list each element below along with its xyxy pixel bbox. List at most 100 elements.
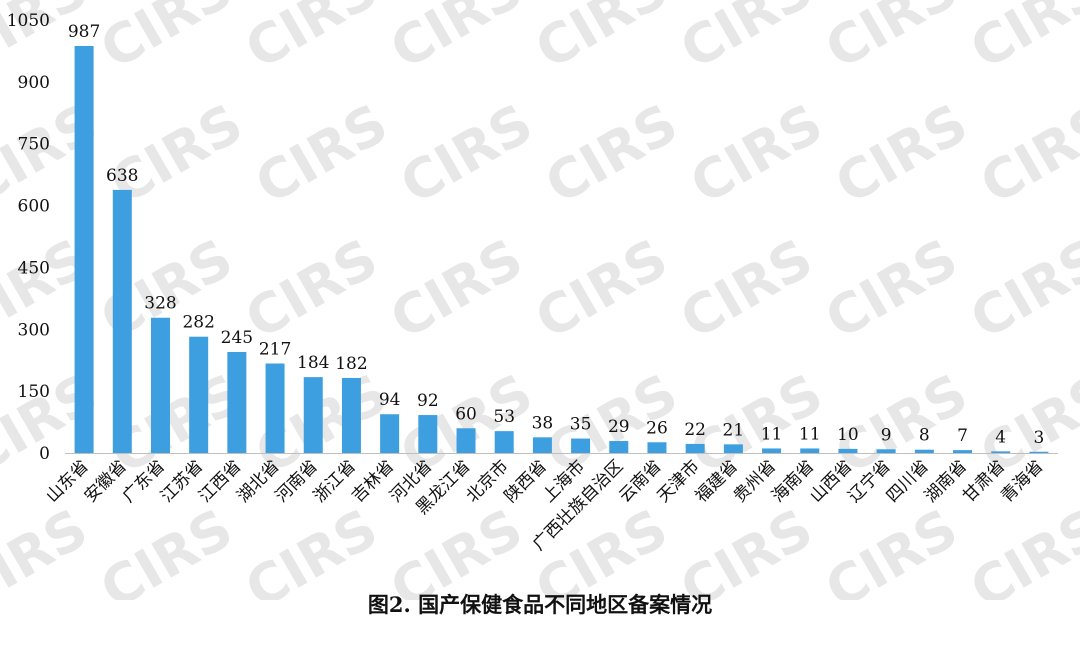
data-label: 9 — [881, 425, 892, 445]
data-label: 7 — [957, 426, 968, 446]
data-label: 11 — [761, 424, 783, 444]
watermark-text: CIRS — [815, 0, 968, 81]
data-label: 53 — [493, 407, 515, 427]
watermark-text: CIRS — [235, 0, 388, 81]
watermark-text: CIRS — [970, 92, 1080, 217]
watermark-text: CIRS — [245, 92, 398, 217]
data-label: 217 — [259, 340, 291, 360]
y-tick-label: 0 — [39, 444, 50, 464]
watermark-text: CIRS — [525, 227, 678, 352]
y-tick-label: 450 — [18, 258, 50, 278]
bar — [532, 437, 552, 453]
x-tick-label: 江西省 — [195, 456, 245, 506]
bar — [456, 428, 476, 453]
bar — [1029, 451, 1049, 453]
bar — [838, 448, 858, 453]
bars — [74, 45, 1049, 454]
data-label: 328 — [144, 294, 176, 314]
bar — [494, 431, 514, 453]
data-label: 35 — [570, 415, 592, 435]
bar — [762, 448, 782, 453]
y-tick-label: 900 — [18, 73, 50, 93]
data-label: 8 — [919, 426, 930, 446]
watermark-text: CIRS — [380, 227, 533, 352]
watermark-text: CIRS — [670, 497, 823, 600]
data-label: 29 — [608, 417, 630, 437]
data-label: 10 — [837, 425, 859, 445]
bar — [112, 189, 132, 454]
data-label: 11 — [799, 424, 821, 444]
x-tick-label: 天津市 — [654, 456, 704, 506]
watermark-text: CIRS — [680, 92, 833, 217]
data-label: 638 — [106, 166, 138, 186]
data-label: 184 — [297, 353, 329, 373]
watermark-text: CIRS — [670, 227, 823, 352]
watermark-text: CIRS — [0, 497, 98, 600]
watermark-text: CIRS — [525, 0, 678, 81]
watermark-text: CIRS — [815, 497, 968, 600]
watermark-text: CIRS — [825, 92, 978, 217]
watermark-text: CIRS — [90, 497, 243, 600]
y-tick-label: 750 — [18, 135, 50, 155]
bar — [74, 45, 94, 453]
bar — [609, 441, 629, 453]
bar — [189, 336, 209, 453]
bar — [723, 444, 743, 453]
bar — [876, 449, 896, 453]
data-label: 22 — [684, 420, 706, 440]
y-tick-label: 1050 — [7, 11, 50, 31]
bar — [380, 414, 400, 453]
bar — [265, 363, 285, 453]
bar — [685, 443, 705, 453]
x-tick-label: 海南省 — [768, 456, 818, 506]
watermark-text: CIRS — [390, 92, 543, 217]
data-label: 282 — [182, 313, 214, 333]
watermark-text: CIRS — [535, 92, 688, 217]
data-label: 92 — [417, 391, 439, 411]
bar — [418, 415, 438, 453]
bar — [800, 448, 820, 453]
bar — [150, 317, 170, 453]
y-tick-label: 600 — [18, 197, 50, 217]
bar — [953, 450, 973, 453]
watermark-text: CIRS — [235, 227, 388, 352]
y-axis: 0 150 300 450 600 750 900 1050 — [7, 11, 1058, 464]
bar — [227, 351, 247, 453]
x-tick-label: 湖南省 — [921, 456, 971, 506]
data-label: 245 — [221, 328, 253, 348]
bar-chart: CIRSCIRSCIRSCIRSCIRSCIRSCIRSCIRSCIRSCIRS… — [0, 0, 1080, 600]
data-label: 987 — [68, 22, 100, 42]
data-label: 60 — [455, 404, 477, 424]
bar — [571, 438, 591, 453]
data-label: 4 — [995, 427, 1006, 447]
data-label: 38 — [532, 413, 554, 433]
data-label: 26 — [646, 418, 668, 438]
bar — [341, 377, 361, 453]
watermark-text: CIRS — [960, 497, 1080, 600]
watermark-text: CIRS — [670, 0, 823, 81]
watermark-text: CIRS — [380, 0, 533, 81]
chart-title: 图2. 国产保健食品不同地区备案情况 — [367, 592, 713, 617]
watermark-text: CIRS — [815, 227, 968, 352]
y-tick-label: 300 — [18, 320, 50, 340]
x-tick-label: 吉林省 — [348, 456, 398, 506]
watermark-text: CIRS — [380, 497, 533, 600]
x-tick-label: 北京市 — [463, 456, 513, 506]
bar — [303, 377, 323, 453]
watermark-text: CIRS — [235, 497, 388, 600]
bar — [991, 451, 1011, 453]
data-label: 182 — [335, 354, 367, 374]
y-tick-label: 150 — [18, 382, 50, 402]
x-tick-label: 安徽省 — [81, 456, 131, 506]
watermark-text: CIRS — [960, 0, 1080, 81]
x-tick-label: 陕西省 — [501, 456, 551, 506]
x-tick-label: 山西省 — [806, 456, 856, 506]
bar — [647, 442, 667, 453]
watermark-text: CIRS — [90, 0, 243, 81]
watermark-text: CIRS — [960, 227, 1080, 352]
data-label: 3 — [1033, 428, 1044, 448]
data-label: 21 — [723, 420, 745, 440]
data-label: 94 — [379, 390, 401, 410]
bar — [914, 449, 934, 453]
